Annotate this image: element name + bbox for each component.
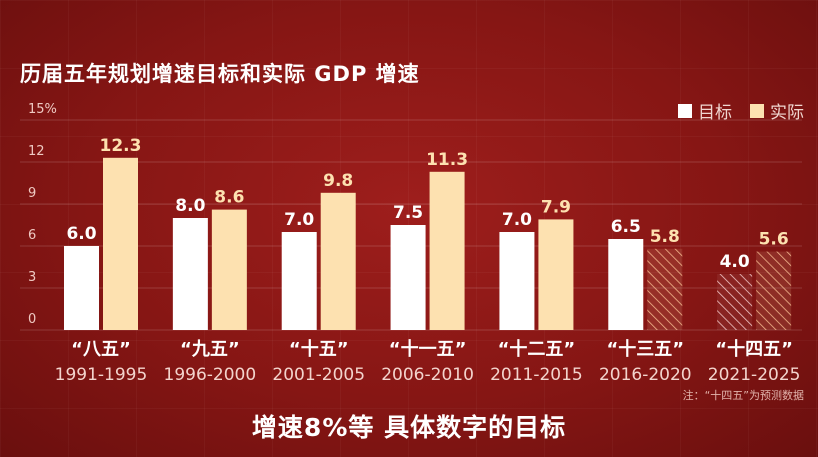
data-label-actual: 5.6 — [759, 230, 789, 250]
bar-target — [717, 274, 753, 330]
bar-actual — [211, 209, 247, 330]
x-category-label: “九五” — [180, 339, 240, 360]
bar-actual — [756, 251, 792, 330]
y-tick-label: 9 — [28, 186, 36, 201]
bar-actual — [320, 192, 356, 330]
bar-target — [608, 239, 644, 330]
data-label-actual: 5.8 — [650, 227, 680, 247]
data-label-target: 7.0 — [502, 210, 532, 230]
legend-item-actual: 实际 — [750, 98, 804, 123]
bar-target — [281, 232, 317, 330]
x-category-label: “十三五” — [606, 338, 684, 360]
legend-label-actual: 实际 — [770, 103, 804, 123]
data-label-actual: 12.3 — [100, 136, 142, 156]
x-period-label: 2021-2025 — [708, 365, 801, 385]
x-category-label: “十二五” — [498, 338, 576, 360]
y-tick-label: 15% — [28, 102, 57, 117]
bar-target — [64, 246, 99, 330]
data-label-actual: 7.9 — [541, 197, 571, 217]
footnote: 注：“十四五”为预测数据 — [682, 389, 804, 402]
data-label-target: 7.0 — [284, 210, 314, 230]
x-period-label: 2011-2015 — [490, 365, 583, 385]
x-period-label: 1996-2000 — [164, 365, 257, 385]
x-period-label: 2001-2005 — [272, 365, 365, 385]
x-category-label: “十四五” — [715, 338, 793, 360]
legend-swatch-target — [678, 103, 692, 118]
data-label-actual: 9.8 — [323, 171, 353, 191]
data-label-target: 6.5 — [611, 217, 641, 237]
legend-swatch-actual — [750, 103, 764, 118]
bar-target — [499, 232, 535, 330]
bar-actual — [538, 219, 574, 330]
legend: 目标 实际 — [668, 98, 804, 123]
x-period-label: 2006-2010 — [381, 365, 474, 385]
y-tick-label: 0 — [28, 312, 36, 327]
bar-actual — [647, 248, 683, 330]
x-period-label: 2016-2020 — [599, 365, 692, 385]
bar-actual — [429, 171, 465, 330]
y-tick-label: 12 — [28, 144, 45, 159]
x-category-label: “十一五” — [389, 338, 467, 360]
x-category-label: “八五” — [71, 339, 131, 360]
data-label-actual: 8.6 — [214, 188, 244, 208]
y-tick-label: 6 — [28, 228, 36, 243]
x-period-label: 1991-1995 — [55, 365, 148, 385]
data-label-target: 6.0 — [66, 224, 96, 244]
chart-title: 历届五年规划增速目标和实际 GDP 增速 — [20, 62, 420, 86]
x-category-label: “十五” — [289, 338, 349, 360]
bar-actual — [103, 157, 138, 330]
data-label-actual: 11.3 — [426, 150, 468, 170]
bar-target — [390, 225, 426, 330]
data-label-target: 8.0 — [175, 196, 205, 216]
caption-subtitle: 增速8%等 具体数字的目标 — [251, 413, 567, 442]
data-label-target: 7.5 — [393, 203, 423, 223]
y-tick-label: 3 — [28, 270, 36, 285]
data-label-target: 4.0 — [720, 252, 750, 272]
legend-item-target: 目标 — [678, 98, 732, 123]
legend-label-target: 目标 — [698, 103, 732, 123]
bar-target — [172, 218, 208, 330]
